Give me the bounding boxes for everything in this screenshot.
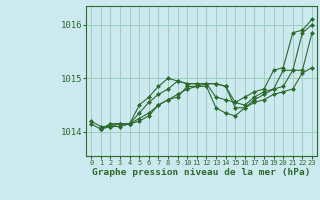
X-axis label: Graphe pression niveau de la mer (hPa): Graphe pression niveau de la mer (hPa): [92, 168, 311, 177]
